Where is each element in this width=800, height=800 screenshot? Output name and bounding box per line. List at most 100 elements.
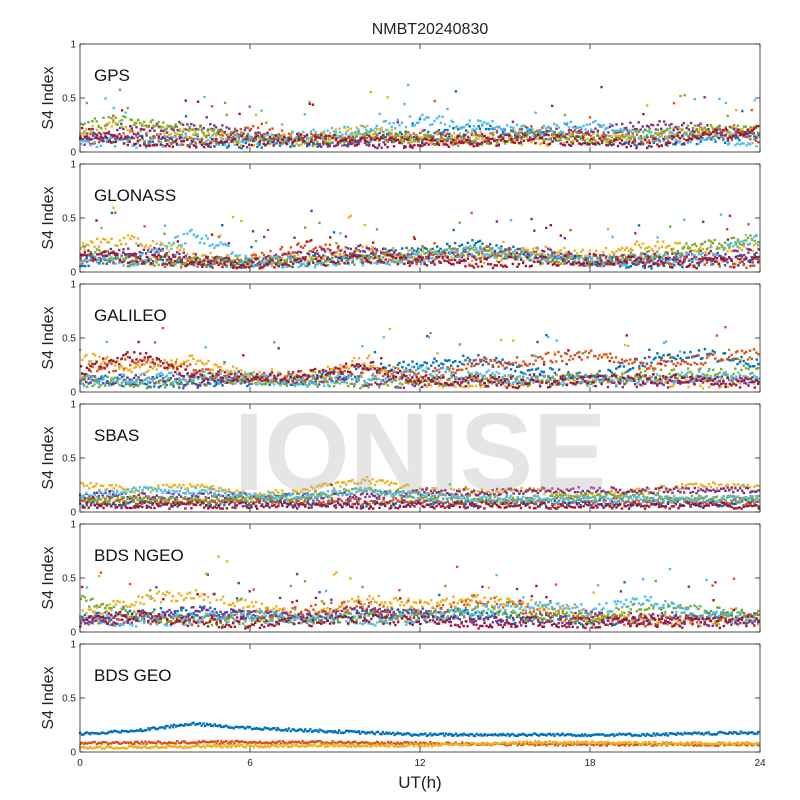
data-point [520,125,523,128]
data-point [449,248,453,251]
data-point [413,144,416,147]
data-point [652,263,655,266]
data-point [427,143,431,146]
data-point [515,251,519,254]
data-point [491,137,494,140]
data-point [332,260,335,264]
data-point [487,128,491,131]
data-point [590,138,593,141]
data-point [217,132,220,136]
data-point [252,139,255,143]
data-point [250,260,253,263]
data-point [549,127,552,130]
data-point [211,127,214,131]
data-point [240,140,243,143]
data-point [209,265,212,268]
data-point [116,138,119,142]
data-point [541,249,544,252]
data-point [689,259,692,262]
data-point [633,143,636,146]
data-point [102,237,105,241]
data-point [614,134,618,137]
data-point [559,142,562,145]
data-point [277,265,280,268]
data-point [485,258,488,261]
data-point [555,264,558,267]
data-point [421,113,424,116]
data-point [425,116,428,119]
data-point [621,263,624,266]
data-point [423,118,426,121]
data-point [674,134,677,138]
data-point [415,260,418,263]
data-point [120,136,123,140]
data-point [481,255,484,258]
data-point [272,144,275,147]
data-point [289,145,292,148]
data-point [372,241,375,244]
data-point [728,136,731,139]
data-point [736,238,740,241]
data-point [147,140,150,143]
data-point [716,251,719,255]
data-point [649,264,653,268]
data-point [435,139,439,142]
data-point [363,223,366,227]
data-point [518,365,521,368]
data-point [302,383,305,386]
data-point [607,131,610,134]
data-point [167,241,171,245]
data-point [230,260,233,263]
data-point [209,262,212,265]
data-point [206,138,210,142]
data-point [707,352,711,356]
data-point [209,141,212,145]
data-point [151,144,155,147]
data-point [314,257,318,260]
data-point [722,260,725,263]
data-point [716,128,719,132]
data-point [477,253,480,256]
data-point [151,140,155,143]
data-point [538,253,542,256]
data-point [590,141,593,144]
data-point [676,354,679,357]
data-point [263,235,266,239]
data-point [596,257,599,260]
data-point [375,124,378,127]
data-point [126,265,130,268]
data-point [512,251,515,254]
data-point [443,123,447,126]
data-point [396,363,400,366]
data-point [336,246,340,249]
data-point [429,248,432,251]
data-point [563,259,566,263]
data-point [612,143,615,146]
data-point [736,245,739,248]
data-point [143,262,146,266]
data-point [545,226,548,230]
data-point [100,139,103,142]
data-point [736,131,740,134]
data-point [403,102,406,106]
data-point [699,126,702,129]
data-point [246,132,249,135]
data-point [711,242,715,245]
data-point [271,141,274,144]
data-point [83,248,86,251]
data-point [130,125,133,128]
data-point [168,137,171,140]
data-point [178,252,181,256]
data-point [435,250,439,253]
data-point [708,137,711,140]
data-point [107,132,111,135]
data-point [291,141,294,144]
data-point [699,133,702,136]
data-point [351,133,354,136]
data-point [276,139,280,142]
data-point [248,259,251,262]
data-point [368,258,371,261]
data-point [324,243,327,246]
data-point [644,136,647,139]
data-point [468,262,471,265]
